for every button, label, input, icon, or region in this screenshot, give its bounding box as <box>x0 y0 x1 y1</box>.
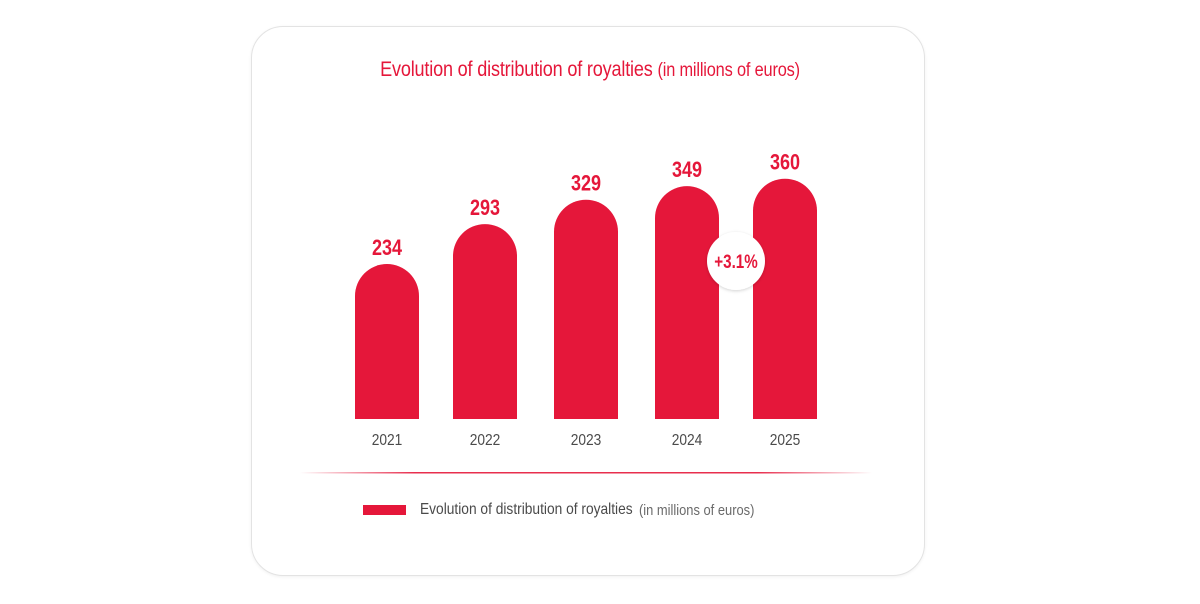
bar-2022 <box>453 224 517 419</box>
chart-legend: Evolution of distribution of royalties (… <box>363 498 773 522</box>
legend-swatch <box>363 505 406 515</box>
chart-title: Evolution of distribution of royalties (… <box>83 58 1098 82</box>
growth-badge <box>707 232 765 290</box>
bar-2025 <box>753 178 817 419</box>
value-label-2021: 234 <box>372 236 403 260</box>
chart-divider <box>300 472 872 474</box>
value-label-2022: 293 <box>470 196 500 220</box>
chart-title-main: Evolution of distribution of royalties <box>380 58 653 81</box>
legend-label: Evolution of distribution of royalties <box>420 501 633 518</box>
value-label-2023: 329 <box>571 172 601 196</box>
bar-2024 <box>655 186 719 419</box>
tick-label-2023: 2023 <box>571 431 602 449</box>
tick-label-2021: 2021 <box>372 431 403 449</box>
tick-label-2022: 2022 <box>470 431 501 449</box>
value-label-2024: 349 <box>672 159 702 183</box>
bar-2021 <box>355 264 419 419</box>
chart-title-unit: (in millions of euros) <box>657 60 800 81</box>
bar-2023 <box>554 199 618 419</box>
growth-annotation: +3.1% <box>714 250 757 272</box>
legend-unit: (in millions of euros) <box>639 501 755 519</box>
tick-label-2025: 2025 <box>770 431 801 449</box>
value-label-2025: 360 <box>770 151 800 175</box>
tick-label-2024: 2024 <box>672 431 703 449</box>
